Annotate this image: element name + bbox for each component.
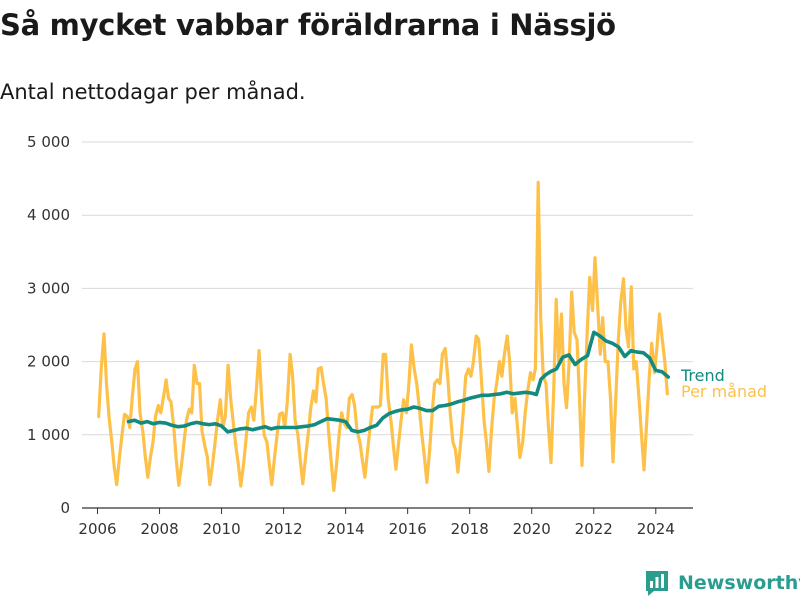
legend-label-trend: Trend bbox=[680, 366, 725, 385]
brand-name: Newsworthy bbox=[678, 572, 800, 594]
x-tick-label: 2016 bbox=[389, 520, 427, 538]
brand-logo: Newsworthy bbox=[644, 569, 800, 597]
y-tick-label: 3 000 bbox=[27, 279, 70, 297]
x-tick-label: 2020 bbox=[513, 520, 551, 538]
x-tick-label: 2008 bbox=[140, 520, 178, 538]
y-tick-label: 2 000 bbox=[27, 353, 70, 371]
x-tick-label: 2014 bbox=[327, 520, 365, 538]
y-tick-label: 1 000 bbox=[27, 426, 70, 444]
x-tick-label: 2010 bbox=[202, 520, 240, 538]
page-subtitle: Antal nettodagar per månad. bbox=[0, 80, 306, 104]
y-tick-label: 0 bbox=[60, 499, 70, 517]
x-tick-label: 2006 bbox=[78, 520, 116, 538]
x-tick-label: 2022 bbox=[575, 520, 613, 538]
y-tick-label: 4 000 bbox=[27, 206, 70, 224]
y-tick-label: 5 000 bbox=[27, 133, 70, 151]
x-tick-label: 2012 bbox=[265, 520, 303, 538]
trend-series-line bbox=[126, 330, 670, 434]
newsworthy-logo-icon bbox=[646, 571, 668, 596]
per-month-series-line bbox=[97, 180, 669, 492]
page-title: Så mycket vabbar föräldrarna i Nässjö bbox=[0, 8, 616, 42]
x-tick-label: 2024 bbox=[637, 520, 675, 538]
legend-label-per-month: Per månad bbox=[681, 382, 767, 401]
x-tick-label: 2018 bbox=[451, 520, 489, 538]
